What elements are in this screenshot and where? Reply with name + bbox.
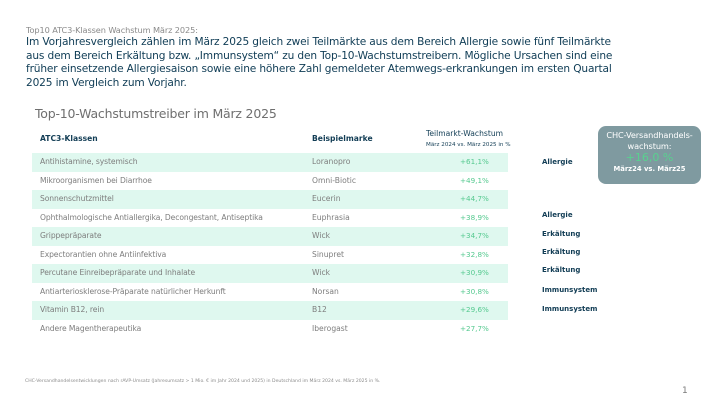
kpi-period: März24 vs. März25 (613, 165, 686, 173)
table-row: Expectorantien ohne Antiinfektiva Sinupr… (32, 246, 508, 265)
slide-lead-text: Im Vorjahresvergleich zählen im März 202… (26, 36, 613, 89)
table-row: Ophthalmologische Antiallergika, Deconge… (32, 209, 508, 228)
table-row: Andere Magentherapeutika Iberogast +27,7… (32, 320, 508, 339)
column-header-class: ATC3-Klassen (40, 134, 98, 143)
cell-growth: +30,9% (460, 268, 489, 277)
cell-class: Antihistamine, systemisch (40, 157, 138, 166)
category-label: Immunsystem (542, 286, 598, 294)
cell-growth: +49,1% (460, 175, 489, 185)
cell-brand: Norsan (312, 286, 339, 296)
table-title: Top-10-Wachstumstreiber im März 2025 (35, 106, 277, 121)
cell-brand: Eucerin (312, 194, 341, 203)
growth-table: Antihistamine, systemisch Loranopro +61,… (32, 153, 508, 338)
cell-brand: Iberogast (312, 323, 348, 333)
table-row: Antiarteriosklerose-Präparate natürliche… (32, 283, 508, 302)
slide-kicker: Top10 ATC3-Klassen Wachstum März 2025: (26, 25, 198, 35)
table-row: Mikroorganismen bei Diarrhoe Omni-Biotic… (32, 172, 508, 191)
kpi-box: CHC-Versandhandels-wachstum: +16,0 % Mär… (598, 126, 701, 184)
kpi-value: +16,0 % (625, 151, 674, 164)
column-header-brand: Beispielmarke (312, 134, 373, 143)
category-label: Allergie (542, 211, 573, 219)
cell-class: Ophthalmologische Antiallergika, Deconge… (40, 212, 263, 222)
cell-class: Percutane Einreibepräparate und Inhalate (40, 268, 196, 277)
cell-growth: +32,8% (460, 249, 489, 259)
table-row: Grippepräparate Wick +34,7% (32, 227, 508, 246)
cell-brand: Sinupret (312, 249, 344, 259)
cell-class: Vitamin B12, rein (40, 305, 105, 314)
cell-brand: B12 (312, 305, 327, 314)
category-label: Erkältung (542, 248, 581, 256)
cell-brand: Wick (312, 268, 331, 277)
page-number: 1 (682, 386, 688, 396)
column-header-growth: Teilmarkt-Wachstum (426, 129, 504, 138)
category-label: Erkältung (542, 230, 581, 238)
column-header-growth-subtitle: März 2024 vs. März 2025 in % (426, 142, 511, 148)
cell-growth: +30,8% (460, 286, 489, 296)
table-row: Percutane Einreibepräparate und Inhalate… (32, 264, 508, 283)
category-label: Allergie (542, 158, 573, 166)
cell-growth: +27,7% (460, 323, 489, 333)
cell-class: Antiarteriosklerose-Präparate natürliche… (40, 286, 226, 296)
category-label: Erkältung (542, 266, 581, 274)
cell-growth: +38,9% (460, 212, 489, 222)
kpi-label: CHC-Versandhandels-wachstum: (606, 130, 693, 151)
cell-brand: Loranopro (312, 157, 351, 166)
cell-class: Expectorantien ohne Antiinfektiva (40, 249, 167, 259)
cell-growth: +44,7% (460, 194, 489, 203)
cell-growth: +34,7% (460, 231, 489, 240)
category-label: Immunsystem (542, 305, 598, 313)
cell-class: Mikroorganismen bei Diarrhoe (40, 175, 152, 185)
cell-class: Grippepräparate (40, 231, 102, 240)
cell-growth: +61,1% (460, 157, 489, 166)
cell-brand: Euphrasia (312, 212, 350, 222)
cell-growth: +29,6% (460, 305, 489, 314)
cell-class: Sonnenschutzmittel (40, 194, 114, 203)
cell-brand: Omni-Biotic (312, 175, 356, 185)
table-row: Sonnenschutzmittel Eucerin +44,7% (32, 190, 508, 209)
table-row: Vitamin B12, rein B12 +29,6% (32, 301, 508, 320)
footnote: CHC-Versandhandelsentwicklungen nach rAV… (25, 379, 381, 384)
cell-class: Andere Magentherapeutika (40, 323, 142, 333)
table-row: Antihistamine, systemisch Loranopro +61,… (32, 153, 508, 172)
cell-brand: Wick (312, 231, 331, 240)
